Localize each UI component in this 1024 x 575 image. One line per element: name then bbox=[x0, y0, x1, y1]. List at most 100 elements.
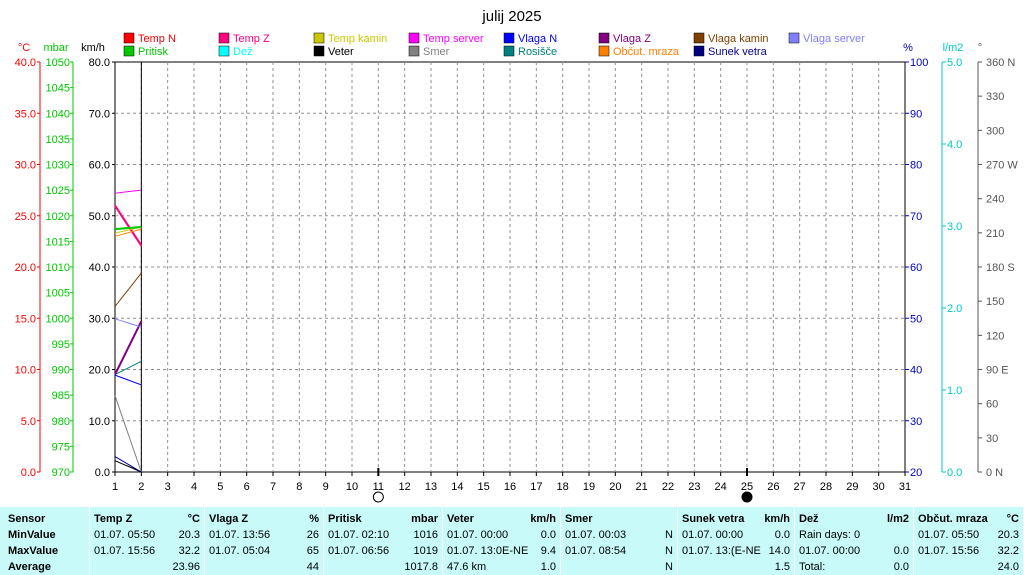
stats-cell-unit: km/h bbox=[530, 513, 556, 525]
rain-tick-label: 4.0 bbox=[947, 139, 962, 151]
legend-swatch bbox=[313, 45, 325, 57]
legend-swatch bbox=[313, 32, 325, 44]
stats-cell-avg-val: 24.0 bbox=[997, 561, 1019, 573]
series-line-ob-ut-mraza bbox=[114, 228, 142, 237]
series-line-vlaga-n bbox=[114, 374, 142, 386]
dir-tick-label: 330 bbox=[986, 91, 1004, 103]
stats-cell-min-val: N bbox=[665, 529, 673, 541]
dir-tick-label: 90 E bbox=[986, 365, 1009, 377]
rain-axis-label: l/m2 bbox=[943, 42, 964, 54]
press-tick-label: 1025 bbox=[46, 185, 70, 197]
dir-tick-label: 270 W bbox=[986, 160, 1018, 172]
stats-cell-min-val: 20.3 bbox=[178, 529, 200, 541]
temp-tick-label: 35.0 bbox=[15, 108, 36, 120]
stats-cell-min-time: 01.07. 02:10 bbox=[328, 529, 390, 541]
x-tick-label: 22 bbox=[662, 481, 674, 493]
x-tick-label: 4 bbox=[191, 481, 197, 493]
x-tick-label: 24 bbox=[715, 481, 727, 493]
dir-tick-label: 120 bbox=[986, 330, 1004, 342]
press-tick-label: 1035 bbox=[46, 134, 70, 146]
stats-cell-avg-val: 0.0 bbox=[893, 561, 909, 573]
stats-cell-name: Občut. mraza bbox=[918, 513, 988, 525]
row-label-average: Average bbox=[8, 561, 52, 573]
legend-label: Vlaga N bbox=[518, 33, 557, 45]
temp-tick-label: 0.0 bbox=[21, 467, 36, 479]
temp-tick-label: 5.0 bbox=[21, 416, 36, 428]
statistics-table: Sensor MinValue MaxValue Average Temp Z °… bbox=[0, 507, 1024, 575]
press-tick-label: 990 bbox=[52, 365, 70, 377]
press-tick-label: 1050 bbox=[46, 57, 70, 69]
hum-tick-label: 100 bbox=[910, 57, 928, 69]
row-label-sensor: Sensor bbox=[8, 513, 46, 525]
legend-swatch bbox=[408, 45, 420, 57]
stats-cell-min-time: 01.07. 00:00 bbox=[447, 529, 509, 541]
x-tick-label: 5 bbox=[217, 481, 223, 493]
press-tick-label: 1045 bbox=[46, 83, 70, 95]
x-tick-label: 23 bbox=[688, 481, 700, 493]
legend-swatch bbox=[408, 32, 420, 44]
legend-swatch bbox=[788, 32, 800, 44]
x-tick-label: 9 bbox=[323, 481, 329, 493]
stats-cell-name: Veter bbox=[447, 513, 474, 525]
stats-column-temp-z: Temp Z °C 01.07. 05:50 20.3 01.07. 15:56 32.2… bbox=[90, 507, 205, 575]
hum-tick-label: 50 bbox=[910, 313, 922, 325]
chart-title: julij 2025 bbox=[481, 8, 541, 25]
legend-swatch bbox=[123, 45, 135, 57]
stats-cell-name: Vlaga Z bbox=[209, 513, 249, 525]
stats-cell-name: Sunek vetra bbox=[682, 513, 745, 525]
stats-cell-unit: mbar bbox=[411, 513, 438, 525]
series-line-vlaga-server bbox=[114, 318, 142, 328]
legend-label: Smer bbox=[423, 46, 450, 58]
x-tick-label: 11 bbox=[373, 481, 384, 493]
x-tick-label: 29 bbox=[846, 481, 858, 493]
legend-swatch bbox=[693, 32, 705, 44]
stats-cell-min-time: Rain days: 0 bbox=[799, 529, 861, 541]
legend-label: Občut. mraza bbox=[613, 46, 680, 58]
legend: Temp N Temp Z Temp kamin Temp server Vlaga N… bbox=[123, 32, 865, 58]
wind-tick-label: 30.0 bbox=[89, 313, 110, 325]
legend-label: Temp server bbox=[423, 33, 484, 45]
hum-tick-label: 60 bbox=[910, 262, 922, 274]
grid bbox=[114, 61, 906, 473]
hum-tick-label: 90 bbox=[910, 108, 922, 120]
press-tick-label: 995 bbox=[52, 339, 70, 351]
legend-label: Vlaga kamin bbox=[708, 33, 769, 45]
hum-tick-label: 70 bbox=[910, 211, 922, 223]
legend-label: Pritisk bbox=[138, 46, 168, 58]
chart-canvas: 1 2 3 4 5 6 7 8 9 10 11 12 13 14 15 16 17 18 19 20 21 22 23 24 2… bbox=[15, 8, 1018, 503]
stats-column-de-: Dež l/m2 Rain days: 0 01.07. 00:00 0.0 Total:… bbox=[795, 507, 914, 575]
legend-label: Vlaga server bbox=[803, 33, 865, 45]
x-tick-label: 20 bbox=[609, 481, 621, 493]
x-tick-label: 25 bbox=[741, 481, 753, 493]
dir-tick-label: 30 bbox=[986, 433, 998, 445]
hum-tick-label: 40 bbox=[910, 365, 922, 377]
stats-cell-max-val: 0.0 bbox=[893, 545, 909, 557]
stats-cell-avg-val: N bbox=[665, 561, 673, 573]
stats-cell-name: Dež bbox=[799, 513, 819, 525]
dir-tick-label: 300 bbox=[986, 125, 1004, 137]
stats-cell-max-time: 01.07. 13:0E-NE bbox=[447, 545, 529, 557]
rain-tick-label: 5.0 bbox=[947, 57, 962, 69]
x-tick-label: 7 bbox=[270, 481, 276, 493]
stats-cell-max-time: 01.07. 08:54 bbox=[565, 545, 627, 557]
legend-label: Rosišče bbox=[518, 46, 557, 58]
temp-tick-label: 25.0 bbox=[15, 211, 36, 223]
press-tick-label: 1010 bbox=[46, 262, 70, 274]
x-tick-label: 14 bbox=[451, 481, 463, 493]
legend-swatch bbox=[598, 32, 610, 44]
x-tick-label: 16 bbox=[504, 481, 516, 493]
stats-cell-max-val: 9.4 bbox=[540, 545, 556, 557]
series-line-vlaga-kamin bbox=[114, 272, 142, 307]
stats-cell-max-val: N bbox=[665, 545, 673, 557]
stats-cell-name: Temp Z bbox=[94, 513, 133, 525]
stats-cell-max-val: 1019 bbox=[413, 545, 438, 557]
stats-cell-min-time: 01.07. 05:50 bbox=[918, 529, 980, 541]
series-line-smer bbox=[114, 395, 142, 473]
x-tick-label: 15 bbox=[478, 481, 490, 493]
new-moon-icon bbox=[741, 491, 753, 503]
series-line-sunek-vetra bbox=[114, 456, 142, 473]
x-tick-label: 21 bbox=[636, 481, 648, 493]
full-moon-icon bbox=[372, 491, 384, 503]
stats-cell-min-time: 01.07. 00:00 bbox=[682, 529, 744, 541]
